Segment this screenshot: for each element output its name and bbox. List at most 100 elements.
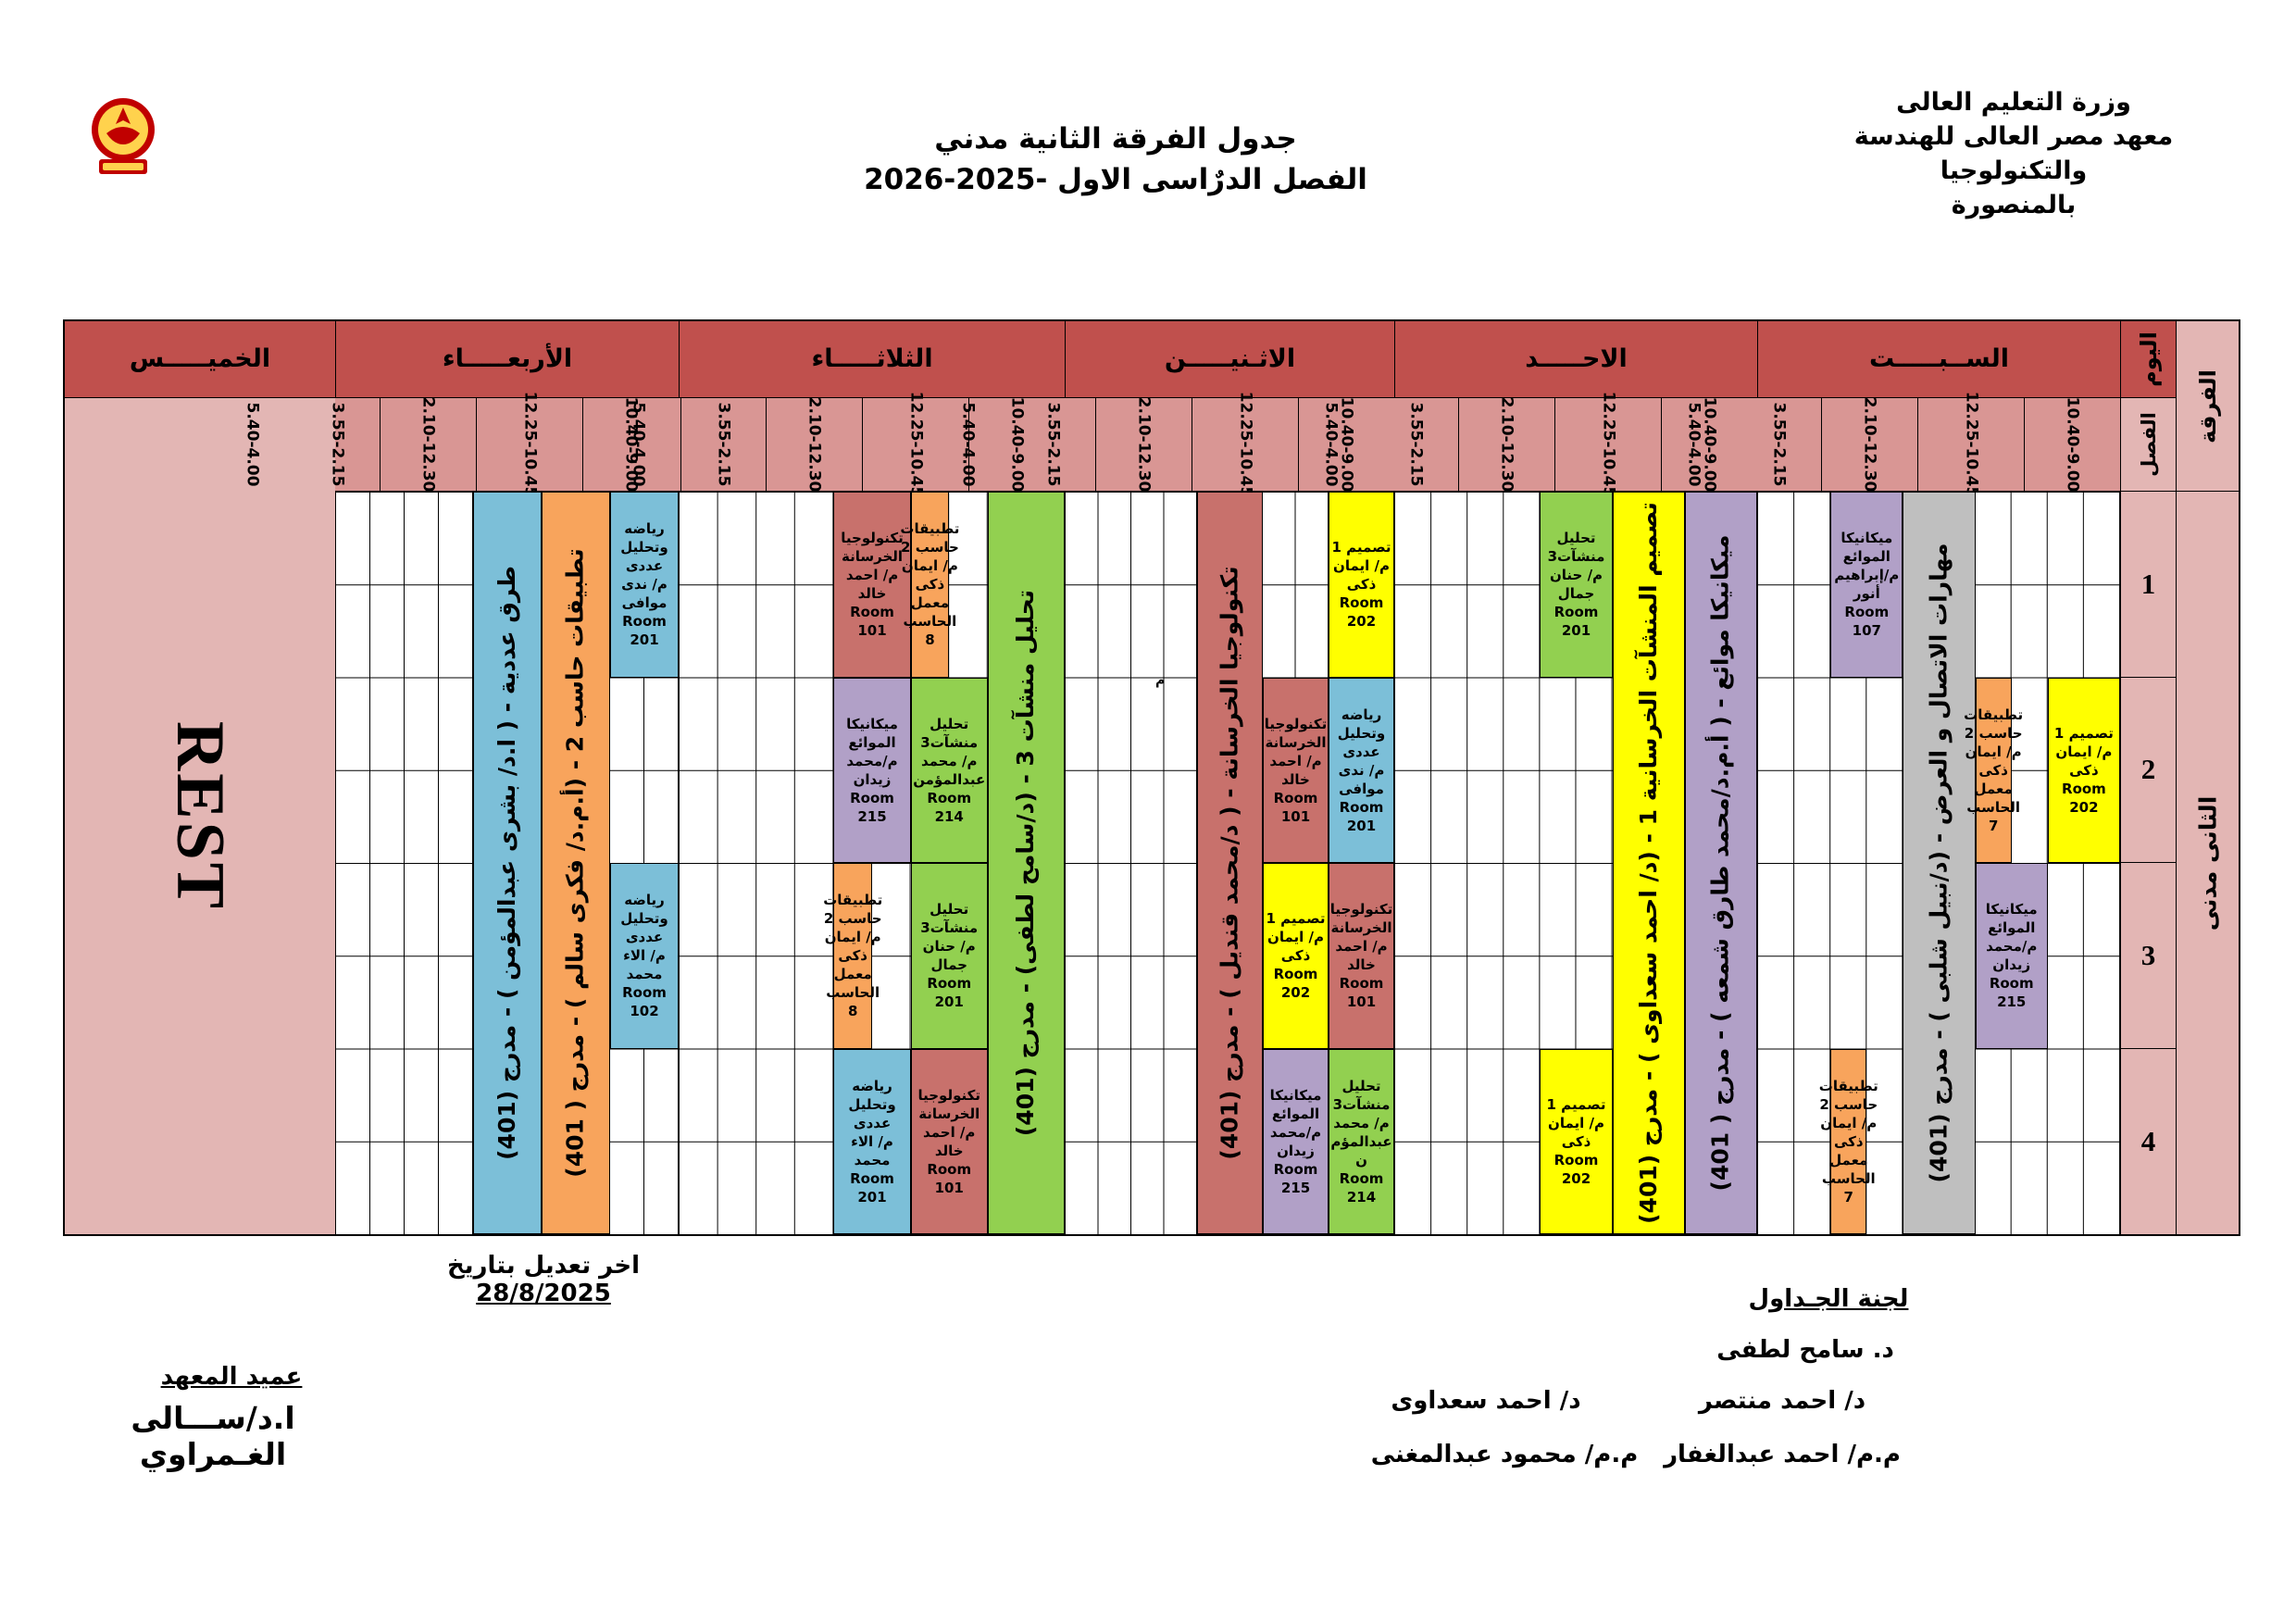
day-header-mon: الاثـنيـــــن bbox=[1066, 321, 1394, 398]
time-slot-label: 12.25-10.45 bbox=[905, 391, 925, 498]
time-slot-label: 2.10-12.30 bbox=[1497, 396, 1516, 493]
grade-header: الفرقة bbox=[2177, 321, 2239, 493]
schedule-block: تحليل منشآت3 م/ محمد عبدالمؤمن Room 214 bbox=[910, 677, 988, 864]
institute-line: بالمنصورة bbox=[1951, 191, 2077, 219]
time-slot-label: 10.40-9.00 bbox=[621, 396, 641, 493]
block-text: تصميم 1 م/ ايمان ذكى Room 202 bbox=[1546, 1095, 1606, 1187]
day-body-sun: ميكانيكا موائع - ( أ.م.د/محمد طارق شمعه … bbox=[1395, 492, 1757, 1234]
block-text: ميكانيكا الموائع م/إبراهيم أنور Room 107 bbox=[1834, 530, 1900, 640]
time-slot-label: 3.55-2.15 bbox=[328, 402, 347, 487]
time-header-row-tue: 10.40-9.00 12.25-10.45 2.10-12.30 3.55-2.15… bbox=[595, 392, 1065, 497]
time-slot-header: 12.25-10.45 bbox=[861, 392, 969, 497]
last-update-date: 28/8/2025 bbox=[476, 1280, 611, 1307]
time-slot-label: 3.55-2.15 bbox=[1043, 402, 1063, 487]
day-body-tue: تحليل منشآت 3 - (د/سامح لطفى) - مدرج (40… bbox=[680, 492, 1065, 1234]
time-slot-header: 2.10-12.30 bbox=[1094, 397, 1192, 492]
title-line-1: جدول الفرقة الثانية مدني bbox=[934, 122, 1297, 156]
day-column-sun: الاحـــــد 10.40-9.00 12.25-10.45 2.10-12.3… bbox=[1288, 321, 1757, 1234]
time-slot-header: 12.25-10.45 bbox=[1554, 392, 1662, 497]
class-row-number: 1 bbox=[2121, 492, 2176, 678]
time-slot-label: 10.40-9.00 bbox=[1700, 396, 1719, 493]
time-slot-header: 2.10-12.30 bbox=[379, 397, 476, 492]
time-header-row-sun: 10.40-9.00 12.25-10.45 2.10-12.30 3.55-2.15… bbox=[1288, 392, 1757, 497]
day-corner-header: اليوم bbox=[2121, 321, 2176, 398]
block-text: تحليل منشآت3 م/ حنان جمال Room 201 bbox=[920, 901, 979, 1011]
institute-line: معهد مصر العالى للهندسة والتكنولوجيا bbox=[1853, 122, 2174, 185]
schedule-block: تصميم 1 م/ ايمان ذكى Room 202 bbox=[2047, 677, 2120, 864]
schedule-block: رياضه وتحليل عددى م/ ندى موافى Room 201 bbox=[610, 492, 679, 678]
schedule-block: تكنولوجيا الخرسانة م/ احمد خالد Room 101 bbox=[833, 492, 911, 678]
block-text: رياضه وتحليل عددى م/ ندى موافى Room 201 bbox=[1337, 706, 1386, 834]
block-text: مهارات الاتصال و العرض - (د/نبيل شلبى ) … bbox=[1925, 543, 1953, 1183]
schedule-block: تحليل منشآت3 م/ محمد عبدالمؤم ن Room 214 bbox=[1329, 1048, 1394, 1234]
institute-logo bbox=[92, 98, 155, 174]
schedule-block: تحليل منشآت3 م/ حنان جمال Room 201 bbox=[910, 863, 988, 1049]
day-column-sat: الســبـــــت 10.40-9.00 12.25-10.45 2.10-12… bbox=[1651, 321, 2120, 1234]
rest-label: REST bbox=[162, 720, 239, 911]
time-slot-label: 2.10-12.30 bbox=[1860, 396, 1879, 493]
schedule-block: تصميم 1 م/ ايمان ذكى Room 202 bbox=[1329, 492, 1394, 678]
schedule-block: رياضه وتحليل عددى م/ ندى موافى Room 201 bbox=[1329, 677, 1394, 864]
committee-head: د. سامح لطفى bbox=[1716, 1336, 1894, 1364]
time-slot-header: 10.40-9.00 bbox=[968, 396, 1065, 493]
class-row-number: 2 bbox=[2121, 677, 2176, 864]
schedule-block: تحليل منشآت3 م/ حنان جمال Room 201 bbox=[1540, 492, 1613, 678]
time-slot-label: 10.40-9.00 bbox=[2063, 396, 2082, 493]
block-text: رياضه وتحليل عددى م/ الاء محمد Room 102 bbox=[620, 892, 668, 1020]
institute-header: وزرة التعليم العالى معهد مصر العالى للهن… bbox=[1819, 85, 2208, 222]
schedule-block: تصميم 1 م/ ايمان ذكى Room 202 bbox=[1263, 863, 1329, 1049]
time-slot-label: 5.40-4.00 bbox=[243, 402, 262, 487]
block-text: تكنولوجيا الخرسانة - ( د/محمد قنديل ) - … bbox=[1216, 566, 1243, 1160]
block-text: تكنولوجيا الخرسانة م/ احمد خالد Room 101 bbox=[917, 1086, 980, 1196]
rest-cell: REST bbox=[65, 397, 335, 1234]
grade-column: الفرقة الثانى مدنى bbox=[2176, 321, 2239, 1234]
block-text: تطبيقات حاسب 2 م/ ايمان ذكى معمل الحاسب … bbox=[823, 892, 883, 1020]
time-slot-label: 3.55-2.15 bbox=[714, 402, 733, 487]
grade-value-cell: الثانى مدنى bbox=[2177, 492, 2239, 1234]
time-slot-header: 10.40-9.00 bbox=[1298, 396, 1394, 493]
dean-name: ا.د/ســـالى الغـمراوي bbox=[131, 1400, 295, 1472]
schedule-block: تطبيقات حاسب 2 م/ ايمان ذكى معمل الحاسب … bbox=[900, 492, 959, 678]
grade-header-label: الفرقة bbox=[2194, 369, 2221, 443]
grade-value-label: الثانى مدنى bbox=[2193, 795, 2221, 931]
time-slot-header: 12.25-10.45 bbox=[1916, 392, 2025, 497]
schedule-block: تصميم 1 م/ ايمان ذكى Room 202 bbox=[1540, 1048, 1613, 1234]
lecture-band: ميكانيكا موائع - ( أ.م.د/محمد طارق شمعه … bbox=[1684, 492, 1757, 1234]
time-slot-header: 10.40-9.00 bbox=[2024, 396, 2120, 493]
day-body-mon: تكنولوجيا الخرسانة - ( د/محمد قنديل ) - … bbox=[1066, 492, 1394, 1234]
block-text: تصميم 1 م/ ايمان ذكى Room 202 bbox=[1266, 910, 1326, 1002]
committee-member: م.م/ محمود عبدالمغنى bbox=[1370, 1441, 1639, 1468]
block-text: تطبيقات حاسب 2 م/ ايمان ذكى معمل الحاسب … bbox=[1818, 1077, 1878, 1206]
time-slot-label: 5.40-4.00 bbox=[958, 402, 978, 487]
time-slot-label: 2.10-12.30 bbox=[805, 396, 824, 493]
class-row-number: 3 bbox=[2121, 863, 2176, 1049]
schedule-block: ميكانيكا الموائع م/إبراهيم أنور Room 107 bbox=[1830, 492, 1903, 678]
schedule-block: تكنولوجيا الخرسانة م/ احمد خالد Room 101 bbox=[1329, 863, 1394, 1049]
lecture-band: تطبيقات حاسب 2 - (أ.م.د/ فكرى سالم ) - م… bbox=[542, 492, 610, 1234]
time-slot-header: 3.55-2.15 bbox=[680, 397, 766, 492]
time-slot-label: 10.40-9.00 bbox=[1337, 396, 1356, 493]
time-slot-label: 10.40-9.00 bbox=[1007, 396, 1027, 493]
block-text: رياضه وتحليل عددى م/ الاء محمد Room 201 bbox=[848, 1077, 896, 1206]
block-text: ميكانيكا الموائع م/محمد زيدان Room 215 bbox=[846, 715, 898, 825]
schedule-block: ميكانيكا الموائع م/محمد زيدان Room 215 bbox=[1263, 1048, 1329, 1234]
block-text: تصميم 1 م/ ايمان ذكى Room 202 bbox=[1331, 539, 1391, 631]
time-slot-label: 12.25-10.45 bbox=[519, 391, 539, 498]
block-text: تحليل منشآت3 م/ محمد عبدالمؤمن Room 214 bbox=[913, 715, 986, 825]
day-header-tue: الثلاثـــــاء bbox=[680, 321, 1065, 398]
time-header-row-mon: 10.40-9.00 12.25-10.45 2.10-12.30 3.55-2.15… bbox=[925, 392, 1394, 497]
time-slot-header: 12.25-10.45 bbox=[1191, 392, 1299, 497]
lecture-band: تكنولوجيا الخرسانة - ( د/محمد قنديل ) - … bbox=[1197, 492, 1263, 1234]
time-slot-label: 3.55-2.15 bbox=[1406, 402, 1426, 487]
block-text: تحليل منشآت3 م/ حنان جمال Room 201 bbox=[1547, 530, 1605, 640]
time-slot-label: 3.55-2.15 bbox=[1769, 402, 1789, 487]
day-class-column: اليوم الفصل 1 2 3 4 bbox=[2120, 321, 2176, 1235]
day-column-mon: الاثـنيـــــن 10.40-9.00 12.25-10.45 2.10-1… bbox=[925, 321, 1394, 1234]
block-text: تحليل منشآت3 م/ محمد عبدالمؤم ن Room 214 bbox=[1330, 1077, 1392, 1206]
schedule-block: تكنولوجيا الخرسانة م/ احمد خالد Room 101 bbox=[910, 1048, 988, 1234]
timetable: الفرقة الثانى مدنى اليوم الفصل 1 2 3 4 الســبـــ… bbox=[63, 319, 2240, 1236]
schedule-block: تطبيقات حاسب 2 م/ ايمان ذكى معمل الحاسب … bbox=[1964, 677, 2023, 864]
committee-member: د/ احمد منتصر bbox=[1698, 1387, 1866, 1415]
schedule-block: رياضه وتحليل عددى م/ الاء محمد Room 102 bbox=[610, 863, 679, 1049]
time-slot-label: 12.25-10.45 bbox=[1235, 391, 1254, 498]
